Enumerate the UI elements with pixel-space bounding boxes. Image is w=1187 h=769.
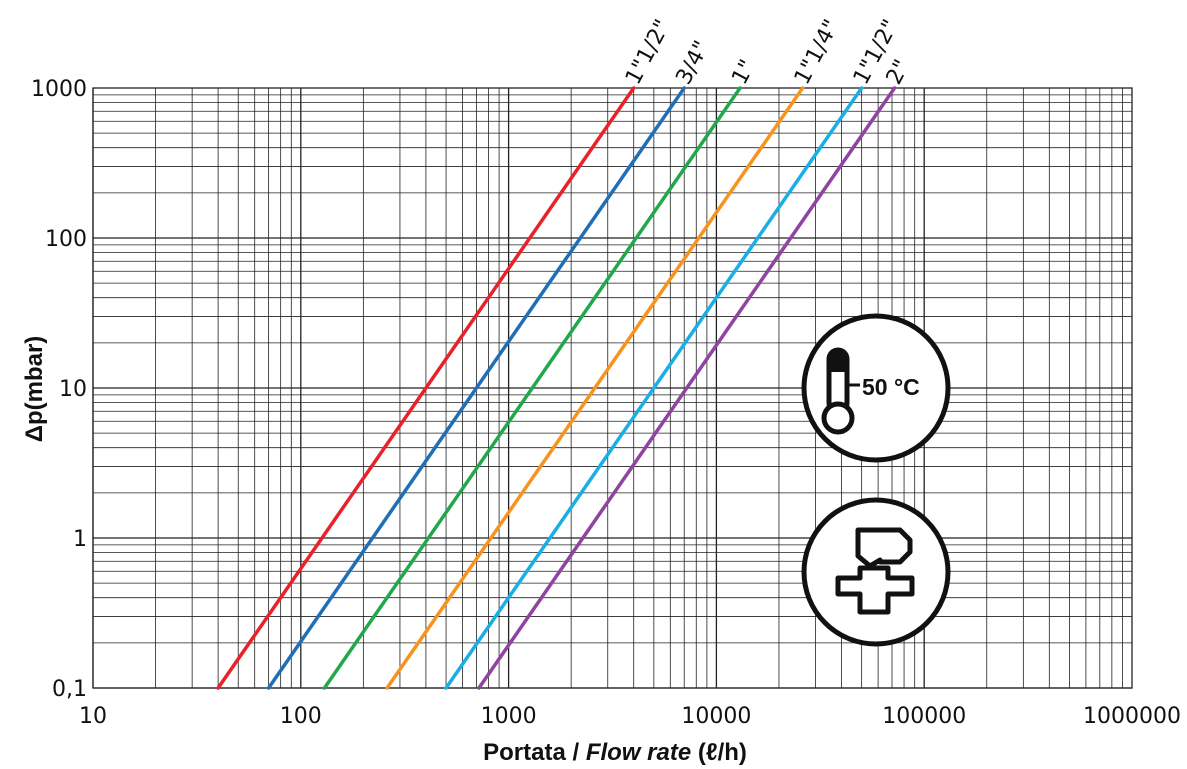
y-tick-label: 1000	[31, 77, 87, 102]
chart-series	[216, 86, 897, 690]
x-tick-label: 1000000	[1083, 704, 1181, 729]
x-tick-label: 1000	[481, 704, 537, 729]
x-axis-title: Portata / Flow rate (ℓ/h)	[483, 739, 747, 766]
series-line	[385, 86, 805, 690]
series-line	[266, 86, 686, 690]
chart-grid	[92, 87, 1133, 689]
series-line	[216, 86, 636, 690]
y-tick-label: 0,1	[52, 677, 87, 702]
valve-icon	[835, 527, 915, 615]
series-label: 3/4"	[671, 37, 714, 89]
series-line	[444, 86, 864, 690]
x-tick-label: 10000	[681, 704, 751, 729]
y-axis-title: Δp(mbar)	[21, 336, 48, 443]
x-tick-label: 100000	[882, 704, 966, 729]
valve-badge	[801, 497, 951, 647]
y-tick-label: 100	[45, 227, 87, 252]
temperature-label: 50 °C	[862, 374, 920, 400]
x-axis-title-suffix: (ℓ/h)	[691, 739, 747, 766]
series-label: 1"1/4"	[790, 16, 845, 89]
series-label: 1"1/2"	[621, 16, 676, 89]
temperature-badge: 50 °C	[801, 313, 951, 463]
chart-ticks: 10 100 1000 10000 100000 1000000 0,1 1 10 100 1000	[31, 77, 1181, 729]
x-tick-label: 10	[79, 704, 107, 729]
y-tick-label: 10	[59, 377, 87, 402]
series-label: 1"	[727, 56, 760, 89]
series-labels: 1"1/2"3/4" 1" 1"1/4" 1"1/2"2"	[621, 16, 915, 89]
thermometer-icon	[821, 347, 860, 435]
series-label: 2"	[882, 56, 915, 89]
x-axis-title-prefix: Portata /	[483, 739, 586, 766]
x-axis-title-italic: Flow rate	[586, 739, 691, 766]
x-tick-label: 100	[280, 704, 322, 729]
series-line	[322, 86, 742, 690]
series-line	[477, 86, 897, 690]
y-tick-label: 1	[73, 527, 87, 552]
